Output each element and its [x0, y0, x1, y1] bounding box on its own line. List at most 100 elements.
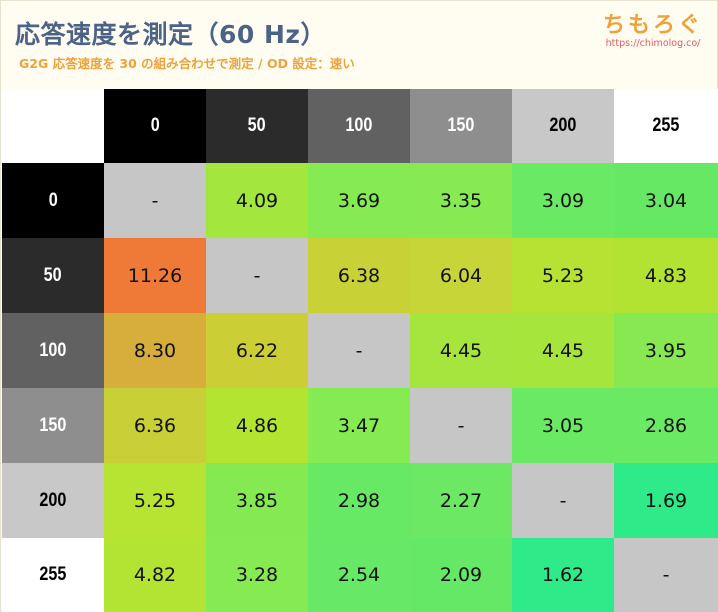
brand-logo: ちもろぐ https://chimolog.co/ — [597, 7, 709, 49]
heatmap-cell: 6.36 — [104, 388, 206, 463]
heatmap-cell-label: - — [559, 489, 567, 512]
row-header-150-label: 150 — [39, 414, 67, 436]
row-header-200-label: 200 — [39, 489, 67, 511]
heatmap-cell-label: 1.62 — [541, 564, 585, 586]
heatmap-grid: 0 50 100 150 200 255 0 - 4.09 3.69 3.35 3.09 3.04 50 1… — [2, 89, 718, 612]
heatmap-cell-label: 3.95 — [644, 339, 688, 362]
col-header-200: 200 — [512, 89, 614, 163]
col-header-50-label: 50 — [248, 115, 266, 136]
heatmap-cell: 3.09 — [512, 163, 614, 238]
heatmap-cell-label: 2.54 — [337, 564, 381, 586]
heatmap-cell-label: 6.38 — [337, 264, 381, 287]
heatmap-cell: 4.86 — [206, 388, 308, 463]
heatmap-cell: 3.95 — [614, 313, 718, 388]
row-header-0-label: 0 — [48, 189, 58, 211]
heatmap-cell-label: - — [151, 189, 159, 212]
heatmap-cell: 5.25 — [104, 463, 206, 538]
heatmap-cell-label: - — [457, 414, 465, 437]
row-header-255-label: 255 — [39, 564, 67, 585]
heatmap-cell-label: 3.85 — [235, 489, 279, 512]
col-header-0-label: 0 — [150, 115, 160, 136]
row-header-200: 200 — [2, 463, 104, 538]
heatmap-cell: 2.09 — [410, 538, 512, 612]
heatmap-cell: - — [410, 388, 512, 463]
heatmap-cell-label: 3.35 — [439, 189, 483, 212]
heatmap-cell: 1.69 — [614, 463, 718, 538]
col-header-255-label: 255 — [652, 115, 680, 136]
brand-name: ちもろぐ — [602, 13, 703, 38]
heatmap-cell-label: 1.69 — [644, 489, 688, 512]
heatmap-cell: 4.09 — [206, 163, 308, 238]
heatmap-cell-label: 4.09 — [235, 189, 279, 212]
row-header-0: 0 — [2, 163, 104, 238]
chart-title: 応答速度を測定（60 Hz） — [15, 20, 326, 49]
corner-cell — [2, 89, 104, 163]
brand-url: https://chimolog.co/ — [605, 38, 701, 49]
heatmap-cell-label: 5.23 — [541, 264, 585, 287]
heatmap-cell-label: 3.69 — [337, 189, 381, 212]
heatmap-cell: - — [206, 238, 308, 313]
heatmap-cell-label: 11.26 — [127, 264, 183, 287]
heatmap-cell-label: 6.36 — [133, 414, 177, 437]
row-header-150: 150 — [2, 388, 104, 463]
heatmap-cell: 1.62 — [512, 538, 614, 612]
col-header-200-label: 200 — [549, 115, 577, 136]
heatmap-cell-label: - — [253, 264, 261, 287]
heatmap-cell-label: 4.45 — [541, 339, 585, 362]
heatmap-cell: 2.54 — [308, 538, 410, 612]
col-header-100: 100 — [308, 89, 410, 163]
heatmap-cell: 6.38 — [308, 238, 410, 313]
heatmap-cell: 4.82 — [104, 538, 206, 612]
heatmap-cell-label: 8.30 — [133, 339, 177, 362]
col-header-0: 0 — [104, 89, 206, 163]
heatmap-cell: 6.22 — [206, 313, 308, 388]
heatmap-cell-label: 3.47 — [337, 414, 381, 437]
heatmap-cell: 11.26 — [104, 238, 206, 313]
heatmap-cell: 3.69 — [308, 163, 410, 238]
heatmap-cell: 3.85 — [206, 463, 308, 538]
heatmap-cell-label: 3.04 — [644, 189, 688, 212]
heatmap-cell-label: 3.28 — [235, 564, 279, 586]
heatmap-cell-label: 3.09 — [541, 189, 585, 212]
heatmap-cell: 6.04 — [410, 238, 512, 313]
heatmap-cell: - — [512, 463, 614, 538]
row-header-100: 100 — [2, 313, 104, 388]
heatmap-cell-label: 4.86 — [235, 414, 279, 437]
heatmap-cell-label: - — [355, 339, 363, 362]
heatmap-cell: - — [308, 313, 410, 388]
heatmap-cell: 5.23 — [512, 238, 614, 313]
row-header-50-label: 50 — [44, 264, 62, 286]
heatmap-cell: - — [104, 163, 206, 238]
heatmap-cell-label: 2.86 — [644, 414, 688, 437]
heatmap-cell: 3.35 — [410, 163, 512, 238]
heatmap-cell: 4.45 — [410, 313, 512, 388]
heatmap-cell-label: 2.27 — [439, 489, 483, 512]
heatmap-cell-label: - — [662, 564, 670, 586]
col-header-255: 255 — [614, 89, 718, 163]
heatmap-cell-label: 5.25 — [133, 489, 177, 512]
heatmap-cell: 3.47 — [308, 388, 410, 463]
heatmap-cell: 2.98 — [308, 463, 410, 538]
heatmap-cell-label: 4.45 — [439, 339, 483, 362]
heatmap-cell-label: 2.98 — [337, 489, 381, 512]
heatmap-cell: 2.86 — [614, 388, 718, 463]
row-header-50: 50 — [2, 238, 104, 313]
heatmap-cell-label: 2.09 — [439, 564, 483, 586]
heatmap-cell: 3.28 — [206, 538, 308, 612]
heatmap-cell: - — [614, 538, 718, 612]
heatmap-cell-label: 6.22 — [235, 339, 279, 362]
heatmap-cell-label: 4.83 — [644, 264, 688, 287]
col-header-50: 50 — [206, 89, 308, 163]
heatmap-cell: 4.83 — [614, 238, 718, 313]
heatmap-cell-label: 3.05 — [541, 414, 585, 437]
col-header-150-label: 150 — [447, 115, 475, 136]
heatmap-cell: 8.30 — [104, 313, 206, 388]
heatmap-cell-label: 6.04 — [439, 264, 483, 287]
heatmap-cell: 4.45 — [512, 313, 614, 388]
row-header-255: 255 — [2, 538, 104, 612]
heatmap-cell: 3.05 — [512, 388, 614, 463]
col-header-100-label: 100 — [345, 115, 373, 136]
heatmap-cell: 2.27 — [410, 463, 512, 538]
chart-subtitle: G2G 応答速度を 30 の組み合わせで測定 / OD 設定：速い — [19, 56, 355, 71]
